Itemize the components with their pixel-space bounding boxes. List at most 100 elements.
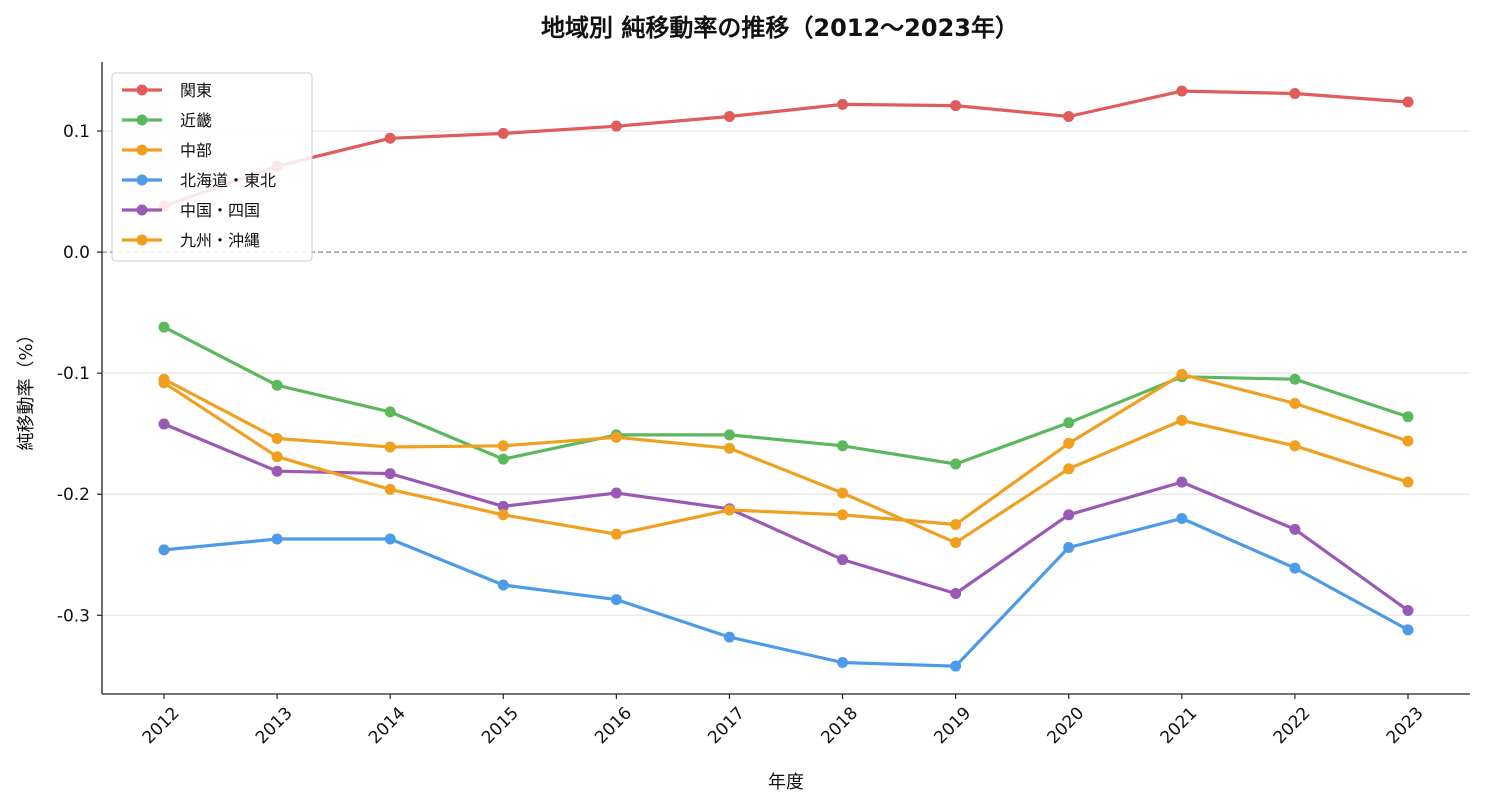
series-line [162,372,1410,536]
data-point [950,100,962,112]
data-point [158,321,170,333]
x-tick-label: 2018 [817,703,862,748]
legend-label: 近畿 [180,111,212,130]
data-point [723,110,735,122]
data-point [384,132,396,144]
data-point [271,451,283,463]
data-point [1063,509,1075,521]
data-point [1402,435,1414,447]
legend-label: 中部 [180,141,212,160]
series-line [162,325,1410,466]
data-point [497,453,509,465]
axes [101,62,1470,695]
legend-entry: 中国・四国 [122,201,260,220]
x-tick-label: 2015 [478,703,523,748]
data-point [1289,397,1301,409]
data-point [271,533,283,545]
legend-entry: 中部 [122,141,212,160]
data-point [837,440,849,452]
data-point [1402,411,1414,423]
data-point [1063,437,1075,449]
data-point [1063,542,1075,554]
data-point [1176,476,1188,488]
series-line [162,422,1410,613]
data-point [837,98,849,110]
x-tick-label: 2020 [1044,703,1089,748]
series-group [158,418,1414,616]
series-group [158,512,1414,672]
x-tick-label: 2012 [139,703,184,748]
data-point [723,429,735,441]
data-point [497,579,509,591]
series-line [162,377,1410,545]
data-point [723,504,735,516]
legend-marker [136,114,148,126]
x-tick-label: 2013 [252,703,297,748]
legend-marker [136,234,148,246]
data-point [384,468,396,480]
legend-label: 九州・沖縄 [180,231,260,250]
data-point [158,544,170,556]
data-point [1176,512,1188,524]
legend-label: 北海道・東北 [180,171,276,190]
y-tick-label: -0.3 [57,606,90,626]
data-point [610,431,622,443]
legend-marker [136,84,148,96]
legend-marker [136,204,148,216]
data-point [950,660,962,672]
data-point [1289,87,1301,99]
legend-entry: 北海道・東北 [122,171,276,190]
chart-title: 地域別 純移動率の推移（2012〜2023年） [541,14,1019,42]
data-point [271,379,283,391]
data-point [610,120,622,132]
x-tick-label: 2019 [930,703,975,748]
series-group [158,373,1414,549]
series-line [162,516,1410,668]
data-point [158,377,170,389]
data-point [1402,604,1414,616]
data-point [271,433,283,445]
x-tick-label: 2023 [1383,703,1428,748]
y-tick-label: -0.2 [57,485,90,505]
data-point [837,487,849,499]
y-axis-label: 純移動率（%） [16,325,37,450]
data-point [723,631,735,643]
series-lines [158,85,1414,672]
data-point [1289,523,1301,535]
data-point [837,509,849,521]
y-tick-label: 0.0 [63,243,90,263]
legend-entry: 近畿 [122,111,212,130]
x-tick-label: 2016 [591,703,636,748]
data-point [837,657,849,669]
y-tick-label: -0.1 [57,364,90,384]
data-point [384,441,396,453]
data-point [1402,96,1414,108]
data-point [1176,85,1188,97]
data-point [950,458,962,470]
data-point [1289,562,1301,574]
legend-label: 関東 [180,81,212,100]
series-group [158,368,1414,540]
data-point [950,588,962,600]
data-point [497,127,509,139]
data-point [497,509,509,521]
data-point [1289,440,1301,452]
data-point [1289,373,1301,385]
x-tick-label: 2017 [704,703,749,748]
data-point [610,528,622,540]
legend-marker [136,174,148,186]
series-line [162,89,1410,208]
x-tick-label: 2021 [1157,703,1202,748]
data-point [723,442,735,454]
x-tick-label: 2022 [1270,703,1315,748]
series-group [158,85,1414,212]
data-point [384,533,396,545]
data-point [950,518,962,530]
x-axis-label: 年度 [768,772,804,793]
data-point [610,487,622,499]
grid-lines [102,130,1470,616]
data-point [384,406,396,418]
